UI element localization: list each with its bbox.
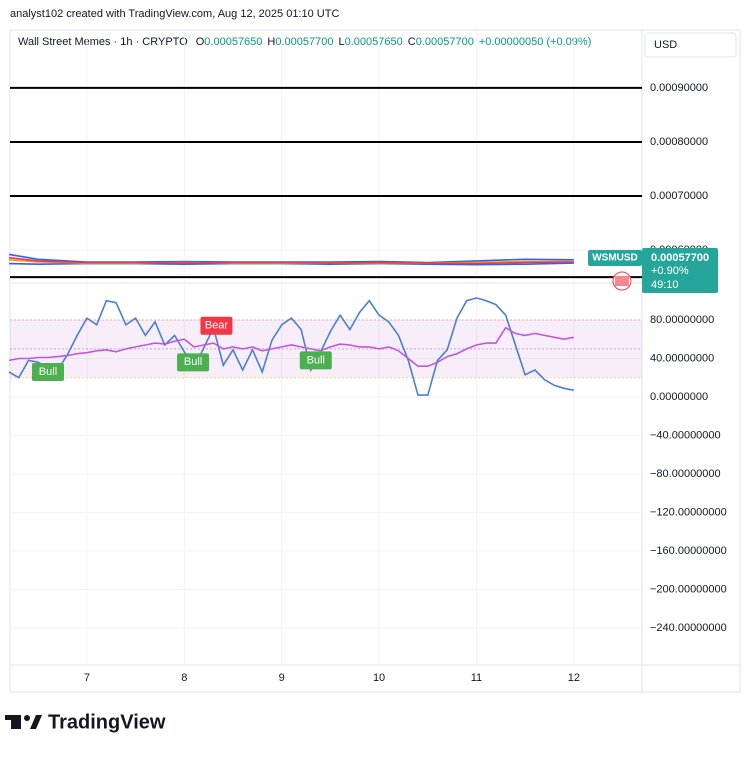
ohlc-value: 0.00057650 xyxy=(345,36,403,48)
y-tick-label: 0.00070000 xyxy=(650,190,708,202)
annotation: Bull xyxy=(307,354,325,366)
y-tick-label: −160.00000000 xyxy=(650,545,727,557)
currency-button[interactable] xyxy=(644,32,737,58)
series-line xyxy=(8,256,574,265)
change: +0.00000050 (+0.09%) xyxy=(479,36,592,48)
y-tick-label: 80.00000000 xyxy=(650,314,714,326)
currency: USD xyxy=(654,39,677,51)
ohlc-value: 0.00057650 xyxy=(204,36,262,48)
logo xyxy=(5,715,42,729)
x-tick-label: 8 xyxy=(181,672,187,684)
credit: analyst102 created with TradingView.com,… xyxy=(10,8,339,20)
y-tick-label: 0.00090000 xyxy=(650,82,708,94)
price: 0.00057700 xyxy=(651,252,709,264)
ohlc-key: C xyxy=(408,36,416,48)
y-tick-label: −120.00000000 xyxy=(650,506,727,518)
ohlc-key: O xyxy=(196,36,205,48)
ohlc-value: 0.00057700 xyxy=(416,36,474,48)
annotation-box xyxy=(177,353,210,372)
countdown: 49:10 xyxy=(651,279,679,291)
symbol: Wall Street Memes · 1h · CRYPTO xyxy=(18,36,188,48)
ticker-tag xyxy=(588,250,642,266)
y-tick-label: −240.00000000 xyxy=(650,622,727,634)
x-tick-label: 7 xyxy=(84,672,90,684)
legend: Wall Street Memes · 1h · CRYPTO O0.000576… xyxy=(18,36,591,48)
x-tick-label: 12 xyxy=(568,672,580,684)
y-tick-label: −40.00000000 xyxy=(650,429,721,441)
ticker: WSMUSD xyxy=(592,253,638,264)
y-tick-label: −200.00000000 xyxy=(650,583,727,595)
x-tick-label: 10 xyxy=(373,672,385,684)
price-change: +0.90% xyxy=(651,265,689,277)
y-tick-label: 0.00080000 xyxy=(650,136,708,148)
series-line xyxy=(8,326,574,367)
y-tick-label: 40.00000000 xyxy=(650,352,714,364)
flag-stripes xyxy=(615,276,629,286)
annotation: Bull xyxy=(184,356,202,368)
brand: TradingView xyxy=(48,711,166,733)
x-tick-label: 9 xyxy=(279,672,285,684)
y-tick-label: 0.00000000 xyxy=(650,391,708,403)
annotation-box xyxy=(31,362,64,381)
series-line xyxy=(8,297,574,396)
ohlc-key: H xyxy=(267,36,275,48)
annotation-box xyxy=(299,351,332,370)
annotation: Bull xyxy=(39,366,57,378)
series-line xyxy=(8,253,574,264)
ohlc-value: 0.00057700 xyxy=(275,36,333,48)
annotation-box xyxy=(200,316,233,335)
price-tag xyxy=(642,248,718,293)
y-tick-label: −80.00000000 xyxy=(650,468,721,480)
annotation: Bear xyxy=(205,320,229,332)
ohlc-key: L xyxy=(339,36,345,48)
x-tick-label: 11 xyxy=(471,672,482,684)
